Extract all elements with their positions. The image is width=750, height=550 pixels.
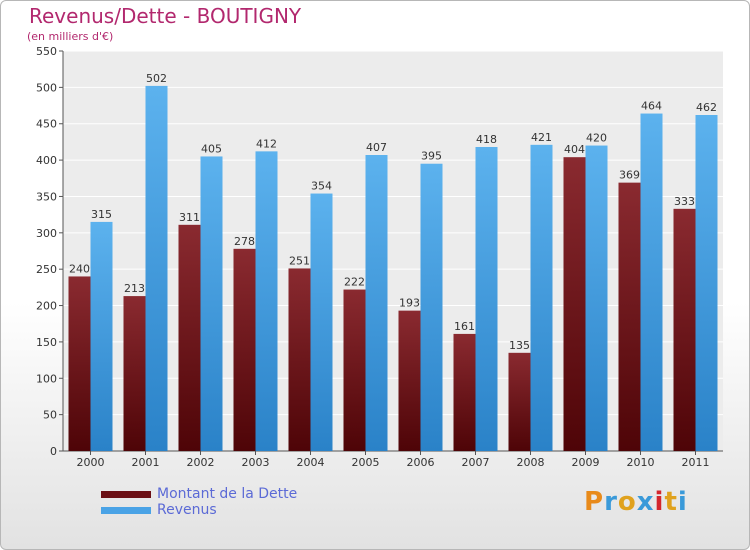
bar-revenue-2002 (200, 156, 223, 452)
legend-swatch-revenue (101, 507, 151, 514)
y-tick-label: 300 (36, 227, 57, 240)
x-tick-label: 2008 (517, 456, 545, 469)
data-label-debt-2001: 213 (124, 282, 145, 295)
bar-debt-2005 (343, 289, 366, 451)
bar-debt-2003 (233, 248, 256, 451)
data-label-debt-2004: 251 (289, 254, 310, 267)
x-tick-label: 2002 (187, 456, 215, 469)
data-label-revenue-2008: 421 (531, 131, 552, 144)
x-tick-label: 2001 (132, 456, 160, 469)
data-label-revenue-2000: 315 (91, 208, 112, 221)
bar-debt-2008 (508, 352, 531, 451)
x-tick-label: 2010 (627, 456, 655, 469)
x-tick-label: 2004 (297, 456, 325, 469)
y-tick-label: 150 (36, 336, 57, 349)
y-tick-label: 200 (36, 300, 57, 313)
data-label-revenue-2005: 407 (366, 141, 387, 154)
x-tick-label: 2003 (242, 456, 270, 469)
legend-swatch-debt (101, 491, 151, 498)
data-label-revenue-2004: 354 (311, 180, 332, 193)
bar-revenue-2009 (585, 145, 608, 451)
data-label-debt-2002: 311 (179, 211, 200, 224)
bar-revenue-2000 (90, 221, 113, 451)
x-tick-label: 2006 (407, 456, 435, 469)
y-tick-label: 400 (36, 154, 57, 167)
bar-revenue-2001 (145, 85, 168, 451)
chart-title: Revenus/Dette - BOUTIGNY (29, 4, 302, 28)
bar-revenue-2008 (530, 144, 553, 451)
bar-revenue-2004 (310, 193, 333, 451)
proxiti-logo: Proxiti (584, 487, 688, 517)
bar-debt-2010 (618, 182, 641, 452)
y-tick-label: 450 (36, 118, 57, 131)
bar-debt-2011 (673, 208, 696, 451)
y-tick-label: 500 (36, 81, 57, 94)
bar-debt-2007 (453, 333, 476, 451)
data-label-revenue-2001: 502 (146, 72, 167, 85)
data-label-debt-2006: 193 (399, 297, 420, 310)
data-label-debt-2000: 240 (69, 262, 90, 275)
legend-label-debt: Montant de la Dette (157, 486, 298, 502)
data-label-revenue-2003: 412 (256, 137, 277, 150)
bar-debt-2000 (68, 276, 91, 451)
legend-label-revenue: Revenus (157, 502, 217, 518)
data-label-revenue-2002: 405 (201, 142, 222, 155)
bar-debt-2006 (398, 310, 421, 451)
x-tick-label: 2011 (682, 456, 710, 469)
data-label-revenue-2006: 395 (421, 150, 442, 163)
y-tick-label: 550 (36, 45, 57, 58)
y-tick-label: 50 (43, 409, 57, 422)
x-tick-label: 2005 (352, 456, 380, 469)
bar-revenue-2006 (420, 163, 443, 451)
y-tick-label: 250 (36, 263, 57, 276)
data-label-revenue-2010: 464 (641, 100, 662, 113)
plot-area (63, 51, 723, 451)
chart-subtitle: (en milliers d'€) (27, 30, 114, 43)
data-label-debt-2005: 222 (344, 276, 365, 289)
x-tick-label: 2007 (462, 456, 490, 469)
x-tick-label: 2000 (77, 456, 105, 469)
data-label-revenue-2007: 418 (476, 133, 497, 146)
data-label-debt-2003: 278 (234, 235, 255, 248)
y-tick-label: 0 (50, 445, 57, 458)
data-label-revenue-2009: 420 (586, 132, 607, 145)
data-label-revenue-2011: 462 (696, 101, 717, 114)
bar-revenue-2010 (640, 113, 663, 451)
data-label-debt-2011: 333 (674, 195, 695, 208)
bar-debt-2002 (178, 224, 201, 451)
bar-debt-2009 (563, 157, 586, 451)
y-tick-label: 100 (36, 372, 57, 385)
bar-revenue-2005 (365, 155, 388, 451)
x-tick-label: 2009 (572, 456, 600, 469)
bar-revenue-2011 (695, 115, 718, 451)
data-label-debt-2010: 369 (619, 169, 640, 182)
data-label-debt-2007: 161 (454, 320, 475, 333)
bar-revenue-2007 (475, 147, 498, 451)
bar-debt-2001 (123, 296, 146, 451)
bar-debt-2004 (288, 268, 311, 451)
data-label-debt-2008: 135 (509, 339, 530, 352)
data-label-debt-2009: 404 (564, 143, 585, 156)
bar-revenue-2003 (255, 151, 278, 451)
y-tick-label: 350 (36, 190, 57, 203)
